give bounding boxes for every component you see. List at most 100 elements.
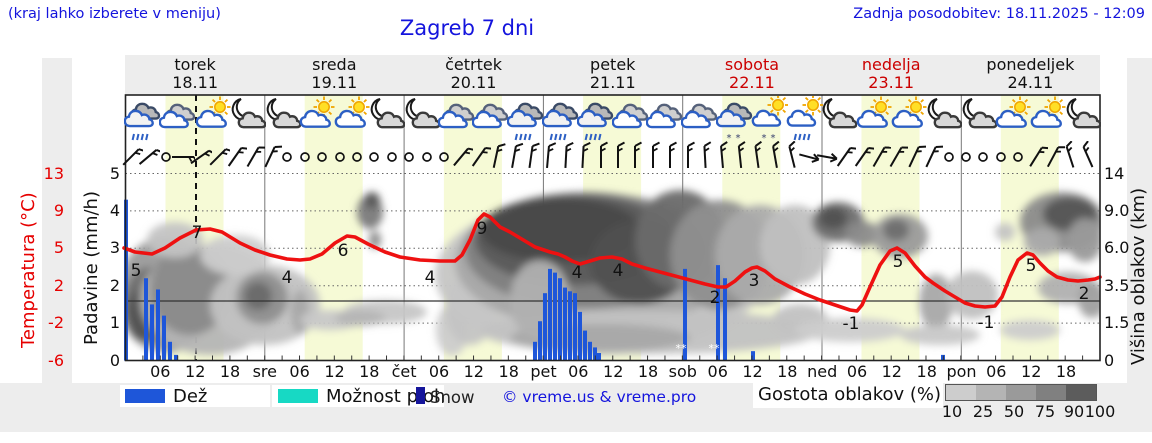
svg-text:**: **: [709, 342, 721, 355]
wind-symbol: [119, 141, 143, 173]
right-axis-shade: [1127, 58, 1152, 432]
wind-symbol: [293, 141, 317, 173]
wind-symbol: [502, 141, 526, 173]
x-axis-label: ned: [807, 362, 838, 381]
wind-symbol: [171, 141, 195, 173]
weather-icon-sun-snow: * *: [751, 96, 788, 143]
temp-value-label: 5: [893, 252, 904, 272]
temp-value-label: 3: [749, 271, 760, 291]
svg-text:*: *: [727, 133, 732, 143]
wind-symbol: [902, 141, 926, 173]
wind-symbol: [1076, 141, 1100, 173]
temp-value-label: -1: [978, 313, 995, 333]
wind-symbol: [536, 141, 560, 173]
weather-icon-sun-cloud: [890, 96, 927, 143]
wind-symbol: [954, 141, 978, 173]
x-axis-label: 18: [916, 362, 937, 381]
day-header: četrtek 20.11: [404, 56, 544, 92]
wind-symbol: [328, 141, 352, 173]
rain-bar: [563, 287, 567, 361]
weather-icon-moon-cloud: [960, 96, 997, 143]
weather-icon-moon-cloud: [264, 96, 301, 143]
cloud-height-tick: 1.5: [1104, 313, 1130, 333]
day-date: 24.11: [1007, 73, 1054, 92]
temp-value-label: 5: [131, 261, 142, 281]
day-name: torek: [174, 55, 216, 74]
rain-bar: [593, 347, 597, 361]
x-axis-label: 18: [219, 362, 241, 381]
wind-symbol: [763, 141, 787, 173]
cloud-height-tick: 6.0: [1104, 238, 1130, 258]
temp-value-label: 2: [710, 288, 721, 308]
weather-icon-moon-cloud: [1064, 96, 1102, 143]
day-name: sobota: [724, 55, 780, 74]
temp-tick: -6: [48, 350, 64, 370]
rain-bar: [533, 341, 537, 361]
weather-icon-rain: [124, 96, 161, 143]
cloud-height-tick: 3.5: [1104, 275, 1130, 295]
x-axis-label: 12: [742, 362, 763, 381]
x-axis-label: 06: [986, 362, 1007, 381]
wind-symbol: [971, 141, 995, 173]
svg-text:*: *: [736, 133, 741, 143]
temp-value-label: 4: [425, 268, 436, 288]
x-axis-label: 18: [359, 362, 380, 381]
weather-icon-moon-cloud: [403, 96, 440, 143]
rain-bar: [168, 341, 172, 361]
weather-icon-rain: [507, 96, 544, 143]
weather-icon-cloudy: [646, 96, 683, 143]
svg-text:*: *: [770, 133, 775, 143]
weather-icon-cloudy: [472, 96, 509, 143]
shower-legend-swatch: [278, 389, 318, 403]
rain-bar: [558, 278, 562, 361]
wind-symbol: [554, 141, 578, 173]
weather-icon-cloudy: [159, 96, 196, 143]
wind-symbol: [832, 141, 857, 173]
weather-icon-moon-cloud: [820, 96, 858, 143]
wind-symbol: [415, 141, 439, 173]
weather-icon-sun-cloud: [855, 96, 892, 143]
copyright-link[interactable]: © vreme.us & vreme.pro: [502, 388, 697, 406]
wind-symbol: [519, 141, 543, 173]
svg-text:**: **: [676, 342, 688, 355]
cloud-density-scale-segment: [1036, 385, 1066, 400]
rain-bar: [578, 311, 582, 361]
day-date: 19.11: [311, 73, 358, 92]
rain-bar: [573, 293, 577, 361]
menu-hint-note: (kraj lahko izberete v meniju): [8, 6, 221, 22]
snow-legend-swatch: [416, 387, 425, 404]
rain-bar: [543, 293, 547, 361]
cloud-height-tick: 14: [1104, 163, 1125, 183]
day-header: ponedeljek 24.11: [960, 56, 1100, 92]
weather-icon-sun-rain: [786, 96, 823, 143]
wind-symbol: [345, 141, 369, 173]
day-header: nedelja 23.11: [821, 56, 961, 92]
precip-tick: 0: [109, 350, 120, 370]
wind-symbol: [241, 141, 265, 173]
weather-icon-cloudy: [681, 96, 718, 143]
rain-bar: [568, 291, 572, 361]
rain-bar: [751, 351, 755, 361]
weather-icon-sun-cloud: [298, 96, 335, 143]
weather-icon-cloudy: [437, 96, 475, 143]
page-title: Zagreb 7 dni: [399, 16, 535, 40]
cloud-density-scale-value: 25: [972, 402, 994, 421]
weather-icon-snow: * *: [716, 96, 753, 143]
day-date: 20.11: [450, 73, 497, 92]
weather-icon-sun-cloud: [194, 96, 231, 143]
wind-symbol: [310, 141, 334, 173]
cloud-density-scale-value: 10: [941, 402, 963, 421]
day-date: 22.11: [729, 73, 775, 92]
cloud-density-scale-segment: [1006, 385, 1036, 400]
wind-symbol: [745, 141, 769, 173]
rain-bar: [716, 265, 720, 361]
day-name: ponedeljek: [986, 55, 1075, 74]
rain-bar: [174, 354, 178, 361]
wind-symbol: [206, 141, 230, 173]
wind-symbol: [589, 141, 613, 173]
wind-symbol: [867, 141, 891, 173]
x-axis-label: 18: [1055, 362, 1077, 381]
x-axis-label: 06: [568, 362, 589, 381]
temp-value-label: 2: [1079, 284, 1090, 304]
